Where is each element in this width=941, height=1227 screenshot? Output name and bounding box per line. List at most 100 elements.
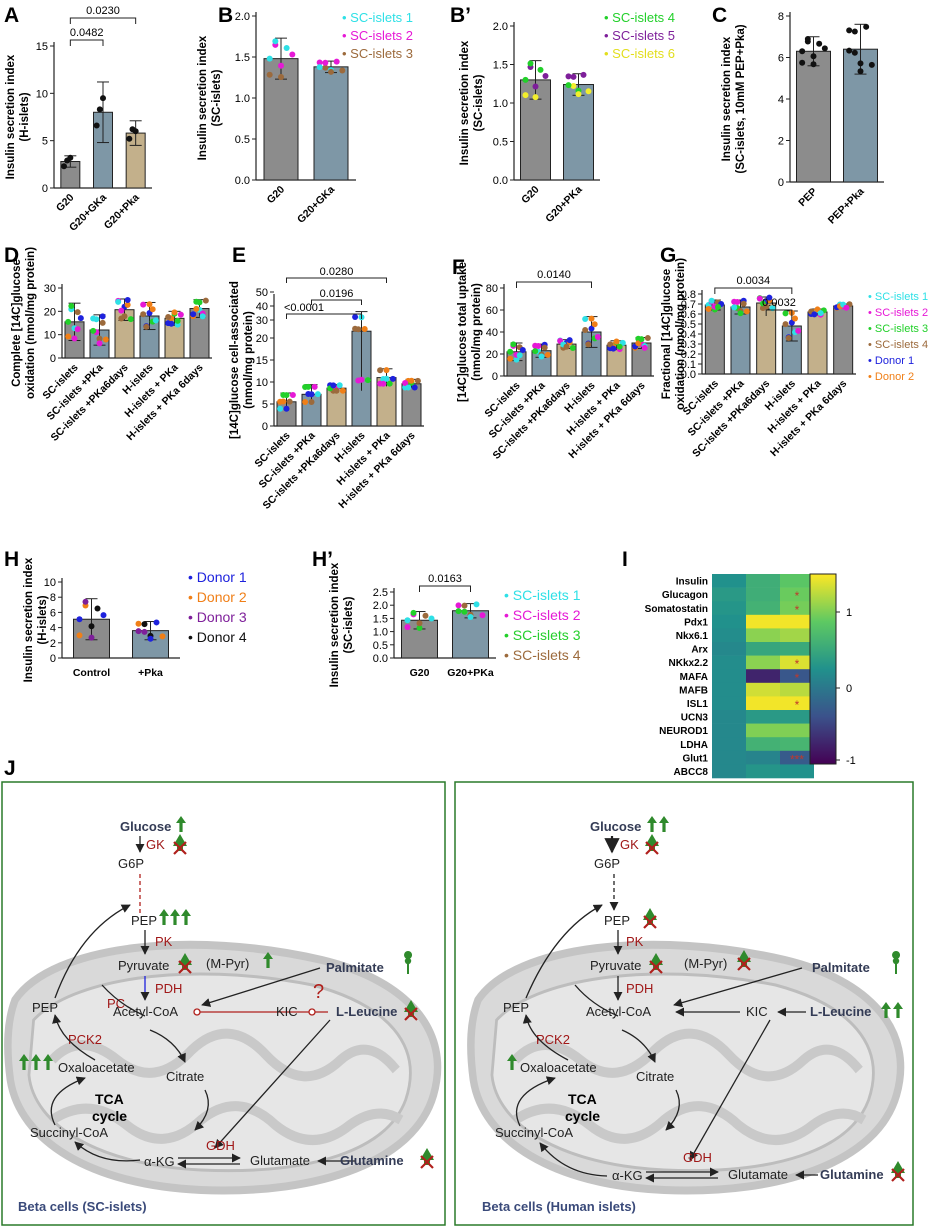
y-tick-label: 0.0 [373,653,388,665]
legend-b-item-3: • SC-islets 3 [342,46,413,61]
data-point [171,309,178,316]
heatmap-cell [780,764,814,779]
data-point [416,625,423,632]
heatmap-cell [780,574,814,588]
y-axis-label: Insulin secretion index [329,562,341,687]
data-point [146,301,153,308]
legend-h-item-3: • Donor 3 [188,609,247,625]
right-gdh: GDH [683,1150,712,1165]
right-pep: PEP [604,913,630,928]
y-tick-label: 30 [44,283,56,295]
chart-e: 0 5 10 15 20 30 40 50 [14C]glucose cell-associat… [229,266,424,512]
heatmap-row-label: Glucagon [662,590,708,601]
bar [730,306,751,375]
data-point [591,321,598,328]
data-point [414,377,421,384]
data-point [851,49,858,56]
data-point [153,619,160,626]
right-palmitate: Palmitate [812,960,870,975]
left-kic: KIC [276,1004,298,1019]
data-point [868,61,875,68]
data-point [532,83,539,90]
legend-h-item-1: • Donor 1 [188,569,247,585]
scheme-right: Glucose GK G6P PEP PK Pyruvate (M-Pyr) P… [471,816,907,1214]
data-point [94,605,101,612]
bar [704,304,725,375]
y-tick-label: 0.5 [373,640,388,652]
legend-g-item-5: • Donor 1 [868,355,914,367]
data-point [846,27,853,34]
heatmap-cell [746,764,780,779]
y-axis-label: (H-islets) [19,92,31,141]
right-oxaloacetate: Oxaloacetate [520,1060,597,1075]
data-point [799,48,806,55]
heatmap-cell [712,710,746,724]
heatmap-row-label: Arx [691,645,708,656]
data-point [115,298,122,305]
data-point [519,347,526,354]
y-tick-label: 1.0 [493,98,508,110]
legend-h2-item-3: • SC-islets 3 [504,627,581,643]
data-point [149,306,156,313]
chart-c: 0 2 4 6 8 Insulin secretion index (SC-islets, … [721,11,884,227]
data-point [389,375,396,382]
y-tick-label: 5 [42,136,48,148]
p-value-label: 0.0163 [428,573,462,585]
y-tick-label: 15 [256,355,268,367]
data-point [544,351,551,358]
right-glutamine: Glutamine [820,1167,884,1182]
y-tick-label: 4 [50,623,56,635]
heatmap-cell [712,574,746,588]
data-point [641,344,648,351]
significance-bracket [286,313,362,319]
left-gk: GK [146,837,165,852]
data-point [286,398,293,405]
y-tick-label: 6 [778,53,784,65]
y-tick-label: 0.1 [681,359,696,371]
data-point [283,405,290,412]
data-point [610,345,617,352]
heatmap-cell [712,628,746,643]
left-pep2: PEP [32,1000,58,1015]
data-point [535,343,542,350]
heatmap-cell [712,655,746,670]
data-point [159,633,166,640]
data-point [715,303,721,310]
heatmap-cell [712,723,746,738]
significance-bracket [419,585,471,592]
data-point [361,326,368,333]
heatmap-cell [712,764,746,779]
data-point [289,51,296,58]
data-point [102,336,109,343]
heatmap-cell [712,601,746,616]
p-value-label: 0.0032 [762,297,796,309]
data-point [302,398,309,405]
y-axis-label: oxidation (nmol/mg protein) [25,247,37,399]
y-tick-label: 8 [778,11,784,23]
heatmap-row-label: MAFA [680,672,708,683]
y-axis-label: Insulin secretion index [721,36,733,161]
chart-d: 0 10 20 30 Complete [14C]glucose oxidation (n… [11,247,212,444]
p-value-label: 0.0140 [537,269,571,281]
data-point [364,377,371,384]
colorbar-tick-label: -1 [846,755,856,767]
y-axis-label: Fractional [14C]glucose [661,269,673,399]
right-g6p: G6P [594,856,620,871]
data-point [513,356,520,363]
right-glucose: Glucose [590,819,641,834]
data-point [143,323,150,330]
data-point [816,40,823,47]
data-point [708,297,715,304]
left-pdh: PDH [155,981,182,996]
data-point [124,301,131,308]
data-point [580,71,587,78]
data-point [522,76,529,83]
data-point [616,343,623,350]
right-tca: TCA [568,1091,597,1107]
y-tick-label: 0.8 [681,289,696,301]
left-glucose: Glucose [120,819,171,834]
significance-star: * [795,698,800,712]
y-tick-label: 10 [256,377,268,389]
y-axis-label: (SC-islets) [211,69,223,126]
left-pep: PEP [131,913,157,928]
